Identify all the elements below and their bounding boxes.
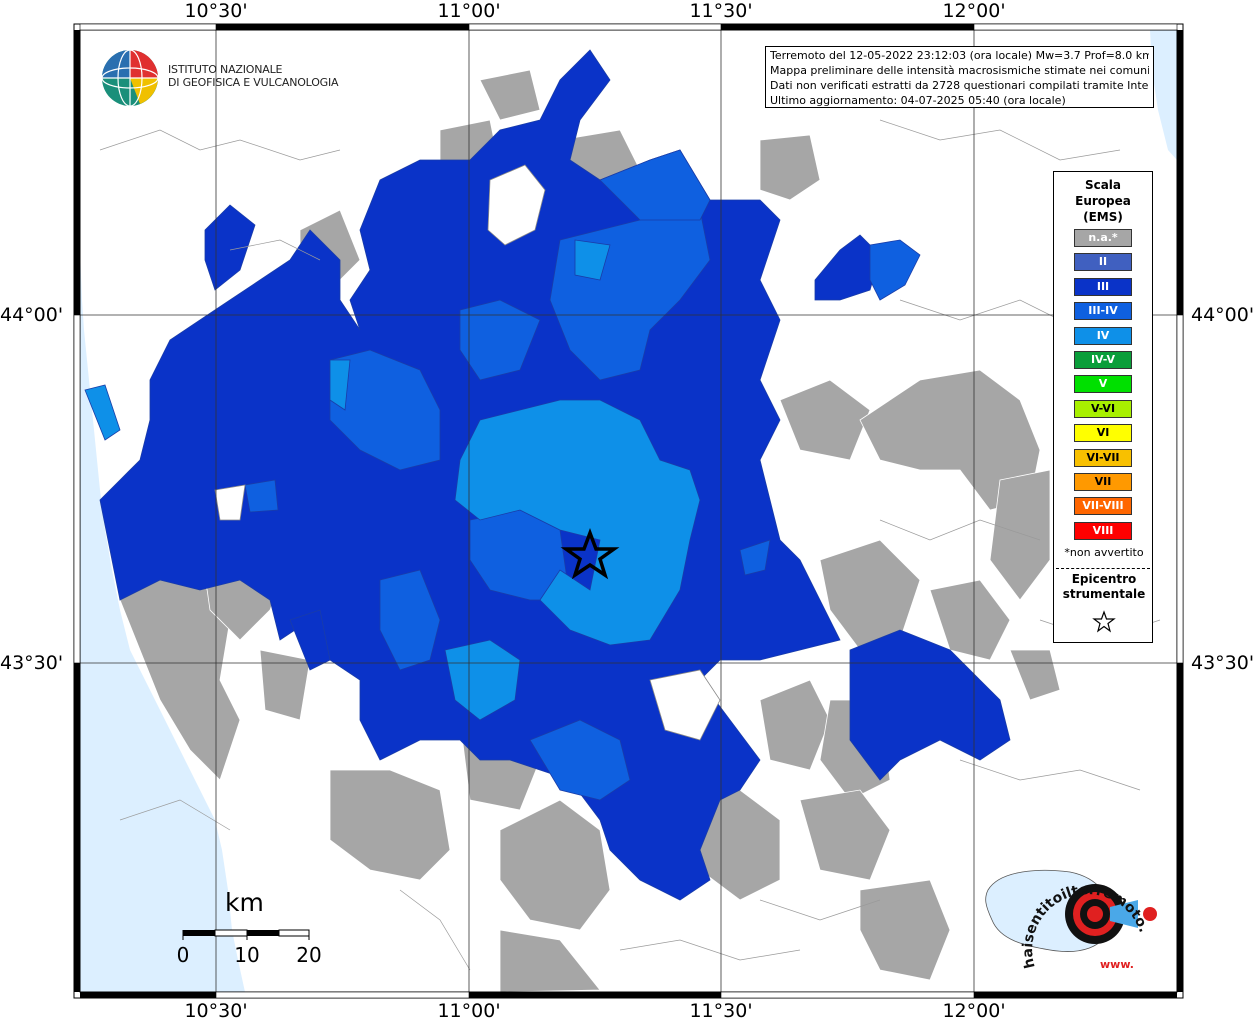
- map-frame-border: [73, 23, 1184, 999]
- adriatic-edge: [1150, 30, 1177, 160]
- legend-swatch-vii-viii: VII-VIII: [1074, 497, 1132, 516]
- lon-label-bottom-1100: 11°00': [437, 1000, 501, 1022]
- legend-swatch-ii: II: [1074, 253, 1132, 272]
- event-info-box: Terremoto del 12-05-2022 23:12:03 (ora l…: [765, 46, 1154, 108]
- unfelt-areas: [214, 164, 721, 741]
- legend-swatch-vi: VI: [1074, 424, 1132, 443]
- lon-label-bottom-1030: 10°30': [184, 1000, 248, 1022]
- event-info-line4: Ultimo aggiornamento: 04-07-2025 05:40 (…: [770, 94, 1066, 107]
- legend-epicenter-line1: Epicentro: [1071, 572, 1137, 586]
- lon-label-top-1030: 10°30': [184, 0, 248, 22]
- legend-star-icon: [1092, 610, 1116, 633]
- ems-iv-areas: [84, 239, 701, 721]
- legend-swatch-iii: III: [1074, 277, 1132, 296]
- lat-label-right-4400: 44°00': [1191, 304, 1255, 326]
- legend-separator: [1056, 568, 1150, 569]
- scale-bar: [182, 929, 310, 940]
- lon-label-bottom-1130: 11°30': [689, 1000, 753, 1022]
- lon-label-top-1130: 11°30': [689, 0, 753, 22]
- hsi-logo-url: www.: [1100, 958, 1134, 971]
- graticule: [80, 30, 1177, 992]
- event-info-line2: Mappa preliminare delle intensità macros…: [770, 64, 1149, 77]
- ingv-name: ISTITUTO NAZIONALE DI GEOFISICA E VULCAN…: [168, 63, 339, 89]
- lat-label-left-4330: 43°30': [0, 652, 64, 674]
- legend-swatch-iv: IV: [1074, 326, 1132, 345]
- legend-swatch-vi-vii: VI-VII: [1074, 448, 1132, 467]
- scale-tick-0: 0: [176, 943, 190, 967]
- legend-swatch-vii: VII: [1074, 473, 1132, 491]
- ingv-name-line2: DI GEOFISICA E VULCANOLOGIA: [168, 76, 339, 89]
- scale-tick-20: 20: [296, 943, 322, 967]
- epicenter-star: [560, 528, 620, 580]
- legend-note: *non avvertito: [1064, 546, 1144, 559]
- ems-iii-iv-areas: [244, 149, 921, 801]
- lat-label-left-4400: 44°00': [0, 304, 64, 326]
- lon-label-top-1100: 11°00': [437, 0, 501, 22]
- legend-swatch-iv-v: IV-V: [1074, 351, 1132, 369]
- scale-tick-10: 10: [234, 943, 260, 967]
- scale-unit: km: [225, 888, 264, 917]
- legend-epicenter-label: Epicentro strumentale: [1054, 572, 1154, 602]
- ems-legend: Scala Europea (EMS) n.a.* II III III-IV IV IV…: [1053, 171, 1153, 643]
- legend-title-line1: Scala: [1084, 178, 1122, 192]
- tyrrhenian-sea: [80, 30, 245, 992]
- legend-swatch-v: V: [1074, 375, 1132, 394]
- legend-title-line2: Europea: [1075, 194, 1131, 208]
- event-info-line1: Terremoto del 12-05-2022 23:12:03 (ora l…: [770, 49, 1149, 62]
- legend-title-line3: (EMS): [1083, 210, 1123, 224]
- lon-label-bottom-1200: 12°00': [942, 1000, 1006, 1022]
- legend-swatch-viii: VIII: [1074, 521, 1132, 540]
- legend-epicenter-line2: strumentale: [1062, 587, 1146, 601]
- ingv-logo: [101, 49, 159, 107]
- hsi-logo: haisentitoilterremoto.it www.: [980, 862, 1157, 971]
- ingv-name-line1: ISTITUTO NAZIONALE: [168, 63, 283, 76]
- legend-swatch-v-vi: V-VI: [1074, 399, 1132, 418]
- lat-label-right-4330: 43°30': [1191, 652, 1255, 674]
- lon-label-top-1200: 12°00': [942, 0, 1006, 22]
- legend-title: Scala Europea (EMS): [1054, 177, 1152, 225]
- event-info-line3: Dati non verificati estratti da 2728 que…: [770, 79, 1149, 92]
- legend-swatch-iii-iv: III-IV: [1074, 302, 1132, 321]
- legend-swatch-n-a: n.a.*: [1074, 229, 1132, 247]
